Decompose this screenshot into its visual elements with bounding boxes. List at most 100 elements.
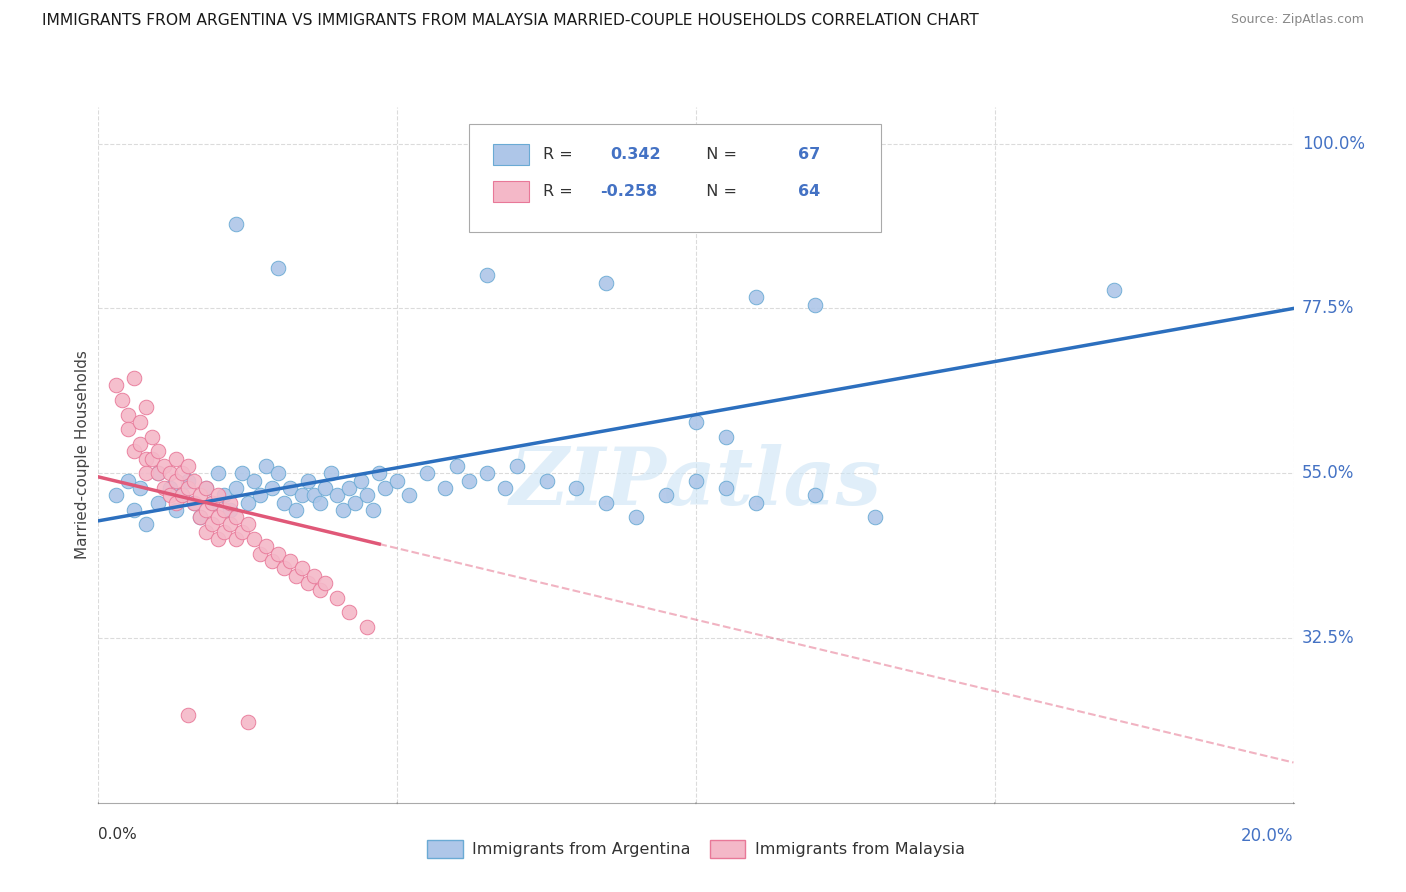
Point bbox=[290, 488, 312, 502]
Point bbox=[267, 261, 290, 276]
Point bbox=[165, 495, 187, 509]
Point bbox=[124, 371, 146, 385]
Legend: Immigrants from Argentina, Immigrants from Malaysia: Immigrants from Argentina, Immigrants fr… bbox=[420, 833, 972, 864]
Point bbox=[267, 467, 290, 481]
Point bbox=[159, 488, 181, 502]
Point bbox=[536, 474, 558, 488]
Point bbox=[177, 481, 200, 495]
Point bbox=[297, 576, 319, 591]
Point bbox=[135, 467, 157, 481]
Point bbox=[231, 467, 253, 481]
Text: N =: N = bbox=[696, 147, 742, 161]
Point bbox=[177, 458, 200, 473]
Point bbox=[183, 474, 205, 488]
Point bbox=[745, 495, 768, 509]
Point bbox=[201, 517, 224, 532]
Point bbox=[117, 422, 139, 436]
Text: 64: 64 bbox=[797, 185, 820, 200]
Point bbox=[284, 503, 307, 517]
Point bbox=[685, 474, 707, 488]
Point bbox=[231, 524, 253, 539]
Point bbox=[494, 481, 516, 495]
Point bbox=[129, 415, 152, 429]
Text: 55.0%: 55.0% bbox=[1302, 464, 1354, 483]
Point bbox=[506, 458, 529, 473]
Point bbox=[243, 532, 266, 546]
Point bbox=[297, 474, 319, 488]
Point bbox=[183, 495, 205, 509]
Point bbox=[148, 467, 170, 481]
Point bbox=[278, 554, 301, 568]
Point bbox=[273, 495, 295, 509]
Point bbox=[225, 217, 247, 231]
Point bbox=[339, 606, 360, 620]
Point bbox=[714, 481, 737, 495]
Point bbox=[326, 591, 349, 605]
Point bbox=[624, 510, 647, 524]
Point bbox=[398, 488, 420, 502]
Point bbox=[194, 481, 218, 495]
Point bbox=[172, 467, 194, 481]
Point bbox=[236, 517, 259, 532]
Point bbox=[254, 540, 277, 554]
Text: 67: 67 bbox=[797, 147, 820, 161]
Text: ZIPatlas: ZIPatlas bbox=[510, 444, 882, 522]
Point bbox=[565, 481, 588, 495]
Point bbox=[165, 503, 187, 517]
Point bbox=[356, 620, 378, 634]
Point bbox=[446, 458, 468, 473]
Point bbox=[249, 547, 271, 561]
Point bbox=[302, 488, 325, 502]
Point bbox=[655, 488, 678, 502]
Point bbox=[363, 503, 385, 517]
Point bbox=[260, 554, 283, 568]
Point bbox=[344, 495, 367, 509]
FancyBboxPatch shape bbox=[470, 124, 882, 232]
Point bbox=[315, 481, 337, 495]
Point bbox=[219, 495, 242, 509]
Point bbox=[129, 437, 152, 451]
Point bbox=[685, 415, 707, 429]
Point bbox=[243, 474, 266, 488]
Point bbox=[267, 547, 290, 561]
Point bbox=[201, 495, 224, 509]
Point bbox=[865, 510, 887, 524]
Point bbox=[194, 481, 218, 495]
Point bbox=[207, 488, 229, 502]
Text: 32.5%: 32.5% bbox=[1302, 629, 1354, 647]
Point bbox=[165, 474, 187, 488]
Text: 20.0%: 20.0% bbox=[1241, 827, 1294, 845]
Text: 0.342: 0.342 bbox=[610, 147, 661, 161]
Point bbox=[117, 474, 139, 488]
Text: R =: R = bbox=[543, 185, 578, 200]
Point bbox=[595, 495, 617, 509]
Point bbox=[135, 451, 157, 466]
Point bbox=[212, 524, 235, 539]
Point bbox=[219, 517, 242, 532]
Point bbox=[124, 503, 146, 517]
Point bbox=[183, 495, 205, 509]
Point bbox=[339, 481, 360, 495]
Point bbox=[308, 495, 330, 509]
Point bbox=[194, 503, 218, 517]
Point bbox=[308, 583, 330, 598]
Point bbox=[172, 488, 194, 502]
Y-axis label: Married-couple Households: Married-couple Households bbox=[75, 351, 90, 559]
Point bbox=[260, 481, 283, 495]
Text: R =: R = bbox=[543, 147, 578, 161]
Point bbox=[212, 503, 235, 517]
Point bbox=[207, 532, 229, 546]
Point bbox=[148, 444, 170, 458]
Point bbox=[225, 481, 247, 495]
Point bbox=[475, 268, 498, 283]
Point bbox=[374, 481, 396, 495]
Point bbox=[165, 451, 187, 466]
Point bbox=[141, 451, 163, 466]
Point bbox=[278, 481, 301, 495]
Point bbox=[225, 510, 247, 524]
Point bbox=[105, 378, 128, 392]
Point bbox=[159, 467, 181, 481]
Text: Source: ZipAtlas.com: Source: ZipAtlas.com bbox=[1230, 13, 1364, 27]
Point bbox=[177, 707, 200, 722]
Point bbox=[1104, 283, 1126, 297]
